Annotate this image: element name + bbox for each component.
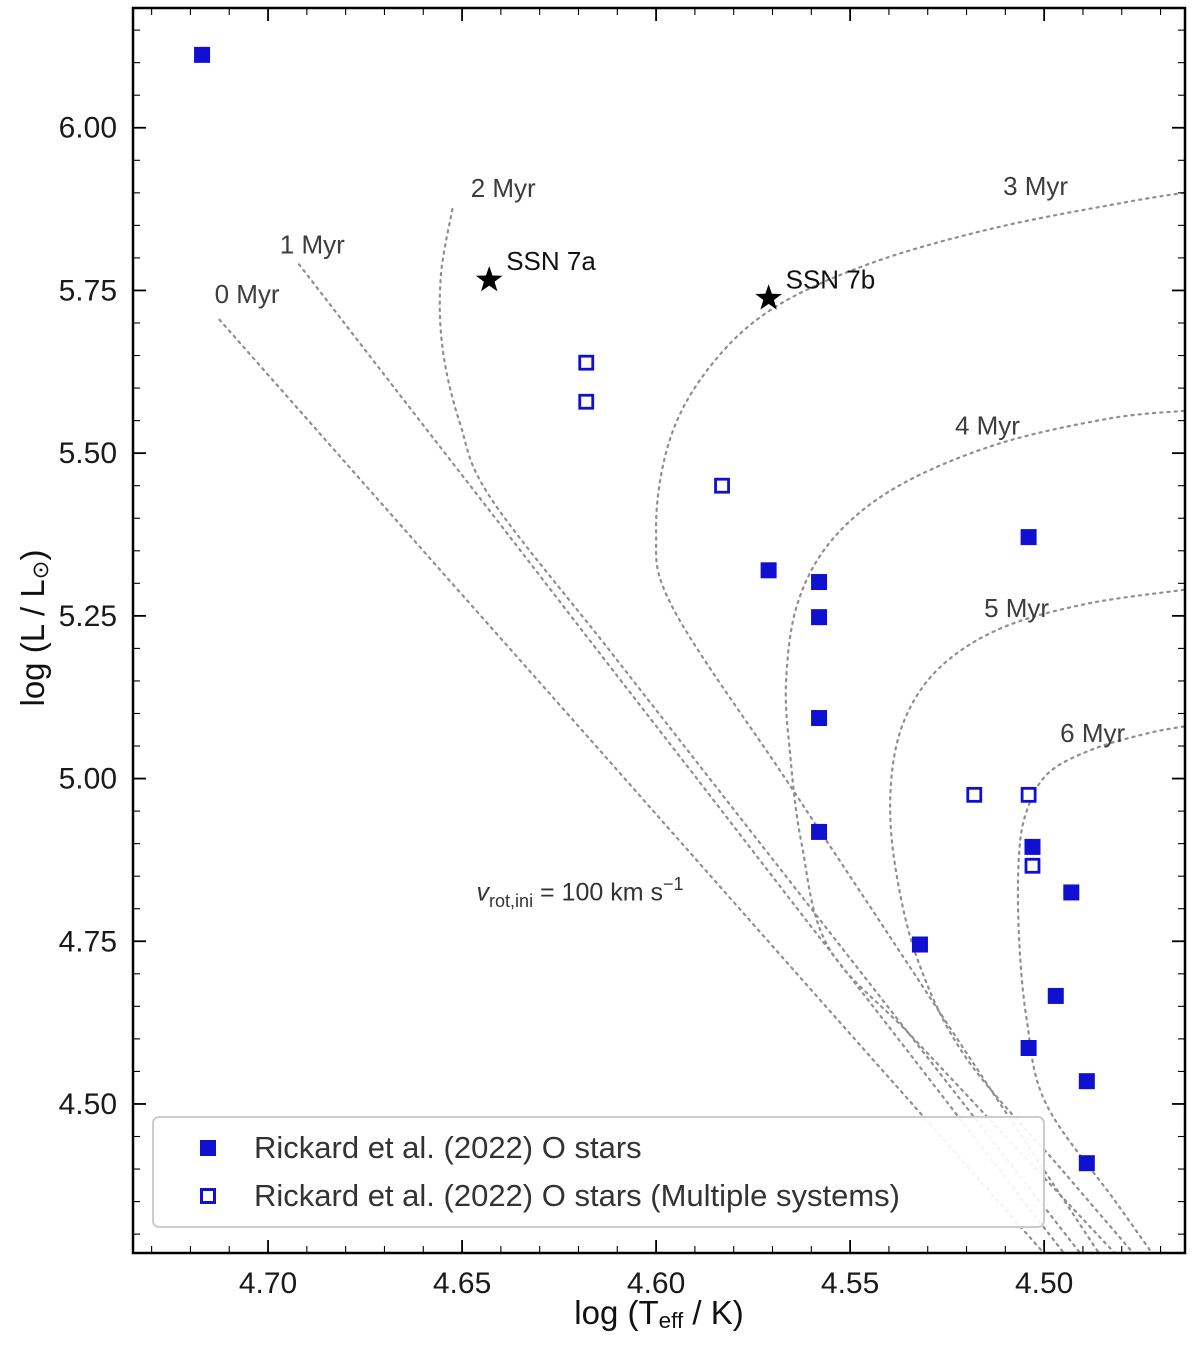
data-point-open-square (966, 786, 983, 803)
y-tick-label: 5.00 (59, 763, 117, 796)
tick-labels: 4.70 4.65 4.60 4.55 4.50 4.50 4.75 5.00 5.25 5.50… (59, 112, 1074, 1300)
isochrone-curve (438, 208, 1082, 1253)
data-point-filled-square (194, 46, 211, 63)
y-tick-label: 6.00 (59, 112, 117, 145)
x-tick-label: 4.65 (433, 1267, 491, 1300)
legend-label-multiple-systems: Rickard et al. (2022) O stars (Multiple … (254, 1178, 901, 1213)
x-tick-label: 4.55 (821, 1267, 879, 1300)
data-point-open-square (578, 354, 595, 371)
star-marker (755, 284, 782, 310)
axis-label-part: ) (13, 549, 51, 561)
isochrone-label: 1 Myr (280, 230, 345, 260)
data-point-open-square (578, 393, 595, 410)
isochrone-curve (784, 409, 1185, 1253)
star-label: SSN 7b (786, 264, 876, 294)
data-point-filled-square (1078, 1155, 1095, 1172)
data-point-filled-square (1078, 1073, 1095, 1090)
data-point-open-square (714, 477, 730, 494)
legend: Rickard et al. (2022) O stars Rickard et… (152, 1116, 1045, 1228)
data-point-filled-square (1024, 838, 1041, 855)
isochrone-label: 3 Myr (1003, 171, 1068, 201)
series-filled-square (194, 46, 1095, 1172)
data-point-filled-square (811, 710, 828, 727)
data-point-filled-square (1047, 987, 1064, 1004)
isochrone-curve (297, 263, 1066, 1253)
y-tick-label: 4.75 (59, 925, 117, 958)
legend-label-o-stars: Rickard et al. (2022) O stars (254, 1130, 642, 1165)
data-point-filled-square (911, 936, 928, 953)
x-axis-label: log (Teff / K) (133, 1294, 1185, 1334)
axis-label-part: ⊙ (28, 560, 54, 580)
axis-label-part: / K) (683, 1294, 744, 1331)
x-tick-label: 4.60 (627, 1267, 685, 1300)
plot-frame (131, 6, 1187, 1255)
axis-label-part: log (L / L (13, 579, 51, 707)
isochrone-label: 2 Myr (471, 173, 536, 203)
x-tick-label: 4.70 (239, 1267, 297, 1300)
y-tick-label: 5.75 (59, 274, 117, 307)
isochrone-label: 5 Myr (984, 593, 1049, 623)
axis-label-part: log (T (574, 1294, 659, 1331)
isochrone-label: 0 Myr (215, 279, 280, 309)
isochrones (218, 191, 1185, 1253)
star-label: SSN 7a (506, 246, 596, 276)
open-square-icon (200, 1188, 216, 1204)
data-point-filled-square (811, 823, 828, 840)
axis-label-part: eff (658, 1308, 684, 1334)
star-marker (475, 266, 503, 292)
y-tick-label: 4.50 (59, 1088, 117, 1121)
isochrone-curve (889, 588, 1185, 1253)
y-axis-label: log (L / L⊙) (14, 550, 54, 707)
series-open-square (578, 354, 1041, 874)
data-point-filled-square (811, 574, 828, 591)
y-tick-label: 5.25 (59, 600, 117, 633)
filled-square-icon (200, 1140, 216, 1156)
isochrone-curve (654, 191, 1185, 1253)
data-point-open-square (1024, 857, 1041, 874)
isochrone-label: 4 Myr (955, 411, 1020, 441)
isochrone-curve (1016, 725, 1185, 1253)
vrot-annotation: vrot,ini = 100 km s−1 (477, 874, 684, 911)
y-tick-label: 5.50 (59, 437, 117, 470)
data-point-filled-square (760, 562, 777, 579)
data-point-filled-square (1063, 884, 1080, 901)
ssn-stars: SSN 7a SSN 7b (475, 246, 876, 310)
legend-item-o-stars: Rickard et al. (2022) O stars (200, 1130, 1043, 1166)
isochrone-label: 6 Myr (1060, 718, 1125, 748)
legend-item-multiple-systems: Rickard et al. (2022) O stars (Multiple … (200, 1178, 1043, 1214)
data-point-filled-square (1020, 1039, 1037, 1056)
data-point-filled-square (1020, 529, 1037, 546)
data-point-open-square (1020, 786, 1037, 803)
x-tick-label: 4.50 (1015, 1267, 1073, 1300)
data-point-filled-square (811, 609, 828, 626)
